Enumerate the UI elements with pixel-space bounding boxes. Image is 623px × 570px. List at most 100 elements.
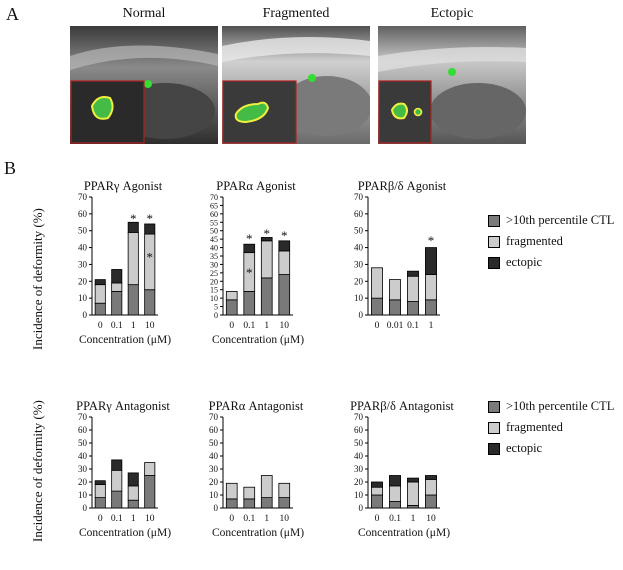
legend-label: fragmented	[506, 420, 563, 434]
x-axis-label: Concentration (μM)	[79, 334, 171, 346]
bar-segment	[127, 499, 139, 509]
bar-segment	[243, 486, 256, 500]
y-tick-label: 10	[78, 490, 88, 500]
y-tick-label: 20	[354, 276, 364, 286]
bar-segment	[407, 301, 419, 316]
image-title-normal: Normal	[122, 6, 166, 21]
x-tick-label: 1	[429, 321, 434, 331]
x-tick-label: 1	[264, 321, 269, 331]
y-tick-label: 70	[78, 412, 88, 422]
bar-segment	[225, 299, 238, 316]
y-tick-label: 35	[210, 252, 218, 261]
y-tick-label: 65	[210, 201, 218, 210]
x-tick-label: 1	[264, 514, 269, 524]
y-tick-label: 20	[78, 276, 88, 286]
y-tick-label: 40	[78, 451, 88, 461]
x-tick-label: 0.1	[111, 514, 123, 524]
bar-segment	[371, 486, 383, 496]
bar-segment	[260, 237, 273, 242]
x-tick-label: 1	[131, 321, 136, 331]
bar-segment	[260, 475, 273, 499]
y-tick-label: 30	[210, 260, 218, 269]
significance-marker: *	[147, 211, 154, 226]
y-tick-label: 40	[354, 243, 364, 253]
bar-segment	[111, 469, 123, 492]
x-tick-label: 0	[229, 514, 234, 524]
bar-segment	[111, 490, 123, 509]
y-tick-label: 0	[214, 311, 218, 320]
x-tick-label: 1	[131, 514, 136, 524]
y-tick-label: 0	[359, 310, 364, 320]
y-tick-label: 30	[354, 259, 364, 269]
legend-label: >10th percentile CTL	[506, 213, 615, 227]
significance-marker: *	[147, 250, 154, 265]
y-tick-label: 40	[354, 451, 364, 461]
y-tick-label: 10	[354, 490, 364, 500]
bar-segment	[111, 459, 123, 471]
x-tick-label: 0.1	[389, 514, 401, 524]
significance-marker: *	[130, 211, 137, 226]
x-axis-label: Concentration (μM)	[212, 334, 304, 346]
image-title-fragmented: Fragmented	[262, 6, 330, 21]
micrograph-normal	[70, 26, 218, 144]
chart-title: PPARβ/δ Agonist	[358, 179, 447, 193]
bar-segment	[389, 501, 401, 509]
significance-marker: *	[246, 265, 253, 280]
y-tick-label: 30	[78, 464, 88, 474]
x-tick-label: 0	[98, 321, 103, 331]
x-tick-label: 10	[145, 514, 155, 524]
x-tick-label: 1	[411, 514, 416, 524]
x-tick-label: 0	[229, 321, 234, 331]
x-axis-label: Concentration (μM)	[212, 527, 304, 539]
bar-segment	[278, 497, 291, 509]
y-tick-label: 60	[209, 425, 219, 435]
legend-top: >10th percentile CTL fragmented ectopic	[488, 210, 614, 273]
bar-segment	[127, 485, 139, 501]
legend-item: fragmented	[488, 417, 614, 438]
y-tick-label: 0	[359, 503, 364, 513]
y-tick-label: 60	[354, 425, 364, 435]
x-axis-label: Concentration (μM)	[358, 527, 450, 539]
y-tick-label: 0	[83, 310, 88, 320]
y-tick-label: 60	[354, 209, 364, 219]
bar-segment	[371, 297, 383, 316]
y-tick-label: 55	[210, 218, 218, 227]
bar-segment	[425, 475, 437, 480]
legend-bottom: >10th percentile CTL fragmented ectopic	[488, 396, 614, 459]
y-tick-label: 20	[354, 477, 364, 487]
bar-segment	[407, 477, 419, 483]
y-tick-label: 25	[210, 269, 218, 278]
x-tick-label: 0	[98, 514, 103, 524]
y-tick-label: 50	[210, 227, 218, 236]
bar-segment	[425, 494, 437, 509]
bar-segment	[278, 274, 291, 316]
bar-segment	[225, 290, 238, 301]
x-tick-label: 10	[426, 514, 436, 524]
x-tick-label: 0.1	[243, 514, 255, 524]
x-tick-label: 0.1	[111, 321, 123, 331]
bar-segment	[111, 282, 123, 292]
x-tick-label: 0	[375, 321, 380, 331]
bar-segment	[243, 498, 256, 509]
panel-b-letter: B	[4, 158, 17, 178]
y-tick-label: 60	[78, 209, 88, 219]
x-axis-label: Concentration (μM)	[79, 527, 171, 539]
bar-segment	[94, 279, 106, 286]
y-tick-label: 50	[354, 226, 364, 236]
bar-segment	[94, 480, 106, 486]
bar-segment	[260, 277, 273, 316]
bar-segment	[144, 475, 156, 509]
y-tick-label: 20	[209, 477, 219, 487]
legend-swatch	[488, 256, 500, 269]
y-tick-label: 30	[354, 464, 364, 474]
bar-segment	[243, 290, 256, 316]
chart-title: PPARγ Antagonist	[76, 399, 170, 413]
chart-title: PPARγ Agonist	[84, 179, 163, 193]
legend-label: fragmented	[506, 234, 563, 248]
y-tick-label: 10	[209, 490, 219, 500]
x-tick-label: 0.1	[243, 321, 255, 331]
legend-item: fragmented	[488, 231, 614, 252]
bar-segment	[225, 482, 238, 500]
legend-item: ectopic	[488, 252, 614, 273]
